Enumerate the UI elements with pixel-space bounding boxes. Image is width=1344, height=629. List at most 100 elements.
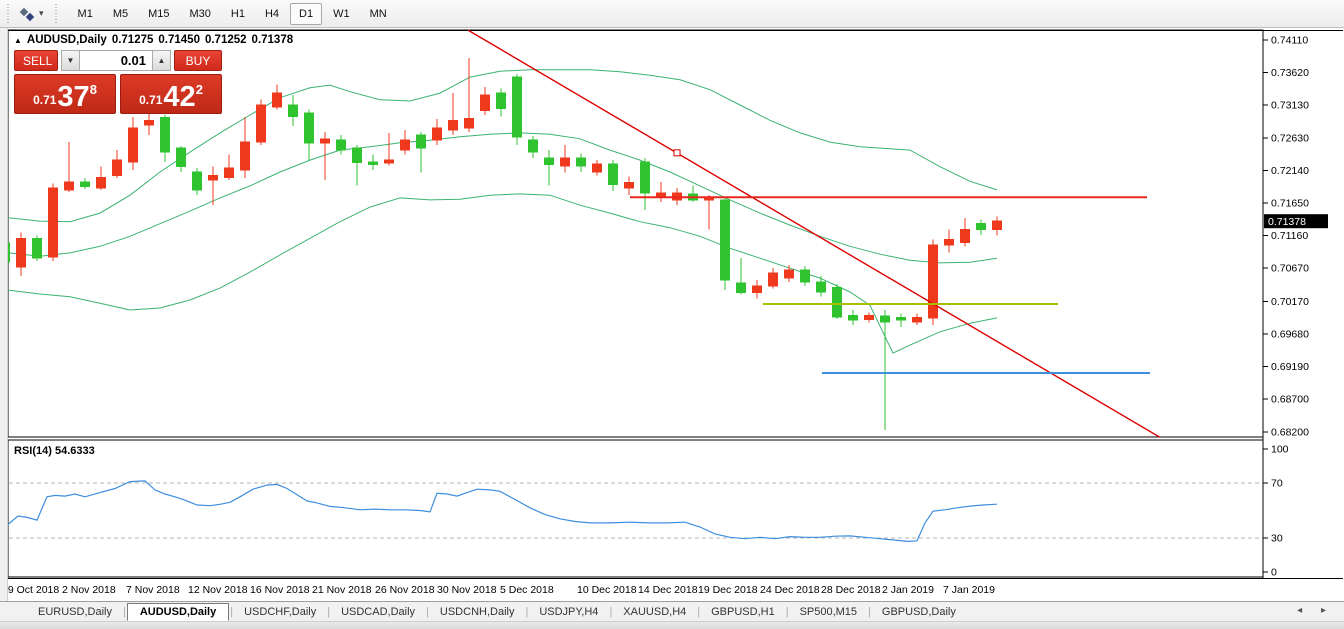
descending-trendline[interactable] — [467, 29, 1161, 438]
candle-body — [560, 157, 570, 167]
timeframe-button-M5[interactable]: M5 — [104, 3, 137, 25]
price-axis-label: 0.70170 — [1271, 296, 1309, 308]
sell-price-quote[interactable]: 0.71 37 8 — [14, 74, 116, 114]
tab-separator: | — [122, 605, 126, 618]
candle-body — [464, 117, 474, 129]
candle-body — [160, 117, 170, 153]
buy-button[interactable]: BUY — [174, 50, 222, 71]
chart-tab-sp500-m15[interactable]: SP500,M15 — [799, 605, 858, 618]
timeframe-button-M15[interactable]: M15 — [139, 3, 178, 25]
tab-scroll-arrows[interactable]: ◂ ▸ — [1297, 605, 1334, 616]
candle-body — [880, 315, 890, 323]
candle-body — [240, 141, 250, 171]
candle-body — [528, 139, 538, 153]
tab-separator: | — [609, 605, 613, 618]
candle-body — [720, 199, 730, 281]
ohlc-low: 0.71252 — [204, 34, 247, 46]
candle-body — [800, 269, 810, 283]
candle-body — [592, 163, 602, 173]
candle-body — [288, 104, 298, 117]
timeframe-button-MN[interactable]: MN — [361, 3, 396, 25]
left-strip — [0, 28, 8, 629]
chart-tab-xauusd-h4[interactable]: XAUUSD,H4 — [623, 605, 687, 618]
chart-tab-gbpusd-daily[interactable]: GBPUSD,Daily — [881, 605, 956, 618]
candle-body — [416, 134, 426, 149]
collapse-triangle-icon[interactable]: ▲ — [14, 35, 22, 45]
candle-body — [496, 92, 506, 109]
date-axis-label: 26 Nov 2018 — [375, 584, 435, 596]
ohlc-open: 0.71275 — [111, 34, 154, 46]
candle-body — [304, 112, 314, 144]
candle-body — [32, 237, 42, 259]
rsi-pane — [7, 439, 1264, 578]
candle-body — [320, 138, 330, 144]
candle-body — [752, 285, 762, 294]
current-price-text: 0.71378 — [1268, 216, 1306, 228]
line-studies-button[interactable]: ▾ — [15, 4, 49, 24]
timeframe-button-H4[interactable]: H4 — [256, 3, 288, 25]
candle-body — [816, 281, 826, 293]
rsi-axis-label: 70 — [1271, 478, 1283, 490]
chart-symbol: AUDUSD,Daily — [26, 34, 107, 46]
rsi-axis-label: 0 — [1271, 567, 1277, 579]
chart-tab-eurusd-daily[interactable]: EURUSD,Daily — [38, 605, 112, 618]
price-axis-label: 0.71650 — [1271, 198, 1309, 210]
date-axis-label: 19 Dec 2018 — [698, 584, 758, 596]
chart-tab-usdjpy-h4[interactable]: USDJPY,H4 — [539, 605, 599, 618]
date-axis-label: 2 Nov 2018 — [62, 584, 116, 596]
chart-tab-usdchf-daily[interactable]: USDCHF,Daily — [244, 605, 317, 618]
price-axis-label: 0.73620 — [1271, 67, 1309, 79]
candle-body — [512, 76, 522, 138]
tab-separator: | — [426, 605, 429, 618]
price-axis-label: 0.68700 — [1271, 393, 1309, 405]
chart-tab-audusd-daily[interactable]: AUDUSD,Daily — [126, 602, 230, 621]
date-axis-label: 5 Dec 2018 — [500, 584, 554, 596]
chart-tab-gbpusd-h1[interactable]: GBPUSD,H1 — [711, 605, 775, 618]
candle-body — [368, 161, 378, 166]
chart-tab-usdcnh-daily[interactable]: USDCNH,Daily — [439, 605, 515, 618]
toolbar-grip[interactable] — [54, 3, 58, 24]
chart-canvas[interactable]: 0.74110 0.73620 0.73130 0.72630 0.72140 0.716… — [0, 28, 1344, 629]
timeframe-button-H1[interactable]: H1 — [222, 3, 254, 25]
candle-body — [256, 104, 266, 143]
tab-separator: | — [525, 605, 529, 618]
trendline-anchor-handle[interactable] — [673, 149, 681, 157]
date-axis-label: 21 Nov 2018 — [312, 584, 372, 596]
bottom-strip — [0, 621, 1344, 629]
bollinger-lower-band — [7, 193, 998, 354]
date-axis-label: 10 Dec 2018 — [577, 584, 637, 596]
tab-separator: | — [697, 605, 701, 618]
price-axis-label: 0.72140 — [1271, 165, 1309, 177]
candle-body — [272, 92, 282, 108]
rsi-axis-label: 30 — [1271, 533, 1283, 545]
toolbar-grip[interactable] — [6, 3, 9, 24]
date-axis-label: 30 Nov 2018 — [437, 584, 497, 596]
price-axis-label: 0.70670 — [1271, 263, 1309, 275]
candle-body — [192, 171, 202, 191]
timeframe-button-M30[interactable]: M30 — [181, 3, 220, 25]
tab-separator: | — [868, 605, 871, 618]
candle-body — [448, 119, 458, 131]
candle-body — [16, 237, 26, 268]
candle-body — [736, 282, 746, 294]
line-studies-icon — [20, 7, 36, 21]
rsi-axis-label: 100 — [1271, 444, 1289, 456]
timeframe-button-W1[interactable]: W1 — [324, 3, 359, 25]
timeframe-button-D1[interactable]: D1 — [290, 2, 323, 25]
price-axis-label: 0.74110 — [1271, 35, 1308, 47]
lot-increase-button[interactable]: ▲ — [152, 50, 171, 71]
date-axis-label: 7 Nov 2018 — [126, 584, 180, 596]
candle-body — [960, 229, 970, 243]
timeframe-button-M1[interactable]: M1 — [69, 3, 102, 25]
chart-tab-usdcad-daily[interactable]: USDCAD,Daily — [341, 605, 416, 618]
date-axis-label: 7 Jan 2019 — [943, 584, 995, 596]
lot-decrease-button[interactable]: ▼ — [61, 50, 80, 71]
sell-button[interactable]: SELL — [14, 50, 58, 71]
candle-body — [864, 314, 874, 320]
candle-body — [608, 163, 618, 186]
lot-size-input[interactable] — [80, 50, 152, 71]
buy-price-quote[interactable]: 0.71 42 2 — [120, 74, 222, 114]
candle-body — [896, 316, 906, 321]
